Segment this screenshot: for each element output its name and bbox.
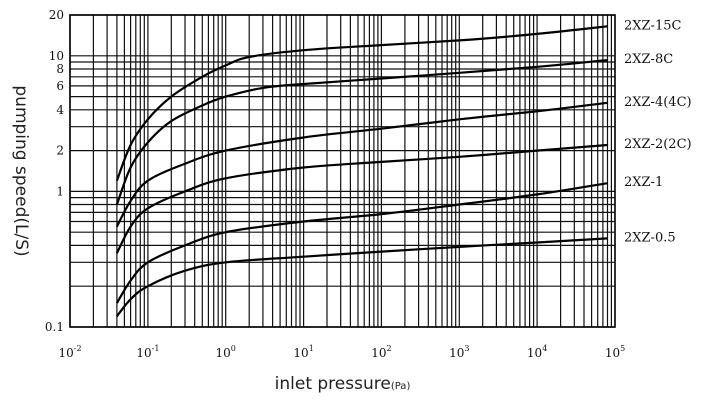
x-tick-label: 103 xyxy=(449,344,469,360)
plot-frame xyxy=(69,14,616,328)
y-tick-label: 4 xyxy=(56,103,64,117)
x-tick-labels: 10-2 10-1 100 101 102 103 104 105 xyxy=(58,344,625,360)
y-tick-label: 2 xyxy=(56,144,64,158)
x-axis-title-text: inlet pressure xyxy=(275,374,391,394)
x-tick-label: 104 xyxy=(527,344,547,360)
y-tick-label: 6 xyxy=(56,79,64,93)
x-axis-title: inlet pressure(Pa) xyxy=(275,374,411,394)
series-curves xyxy=(115,25,608,317)
y-tick-label: 1 xyxy=(56,184,64,198)
series-label: 2XZ-15C xyxy=(624,18,681,33)
x-tick-label: 100 xyxy=(216,344,236,360)
y-tick-labels: 20 108 6 4 2 1 0.1 xyxy=(45,8,64,334)
y-tick-label: 20 xyxy=(49,8,64,22)
x-tick-label: 102 xyxy=(371,344,391,360)
x-tick-label: 101 xyxy=(293,344,313,360)
series-line xyxy=(115,25,608,182)
y-axis-title: pumping speed(L/S) xyxy=(11,85,31,256)
y-tick-label: 10 xyxy=(49,49,64,63)
series-label: 2XZ-1 xyxy=(624,175,663,190)
y-tick-label: 8 xyxy=(56,62,64,76)
series-label: 2XZ-0.5 xyxy=(624,230,676,245)
series-line xyxy=(115,59,608,205)
series-labels: 2XZ-15C 2XZ-8C 2XZ-4(4C) 2XZ-2(2C) 2XZ-1 2XZ-… xyxy=(624,18,692,245)
x-tick-label: 105 xyxy=(605,344,625,360)
series-label: 2XZ-2(2C) xyxy=(624,137,692,152)
series-label: 2XZ-4(4C) xyxy=(624,95,692,110)
y-tick-label: 0.1 xyxy=(45,320,64,334)
x-axis-unit: (Pa) xyxy=(391,381,411,392)
series-label: 2XZ-8C xyxy=(624,52,673,67)
series-line xyxy=(115,101,608,228)
x-tick-label: 10-2 xyxy=(58,344,81,360)
series-line xyxy=(115,182,608,304)
y-gridlines xyxy=(70,14,615,328)
x-tick-label: 10-1 xyxy=(136,344,159,360)
x-gridlines xyxy=(69,15,613,327)
series-line xyxy=(115,143,608,254)
series-line xyxy=(116,237,608,317)
